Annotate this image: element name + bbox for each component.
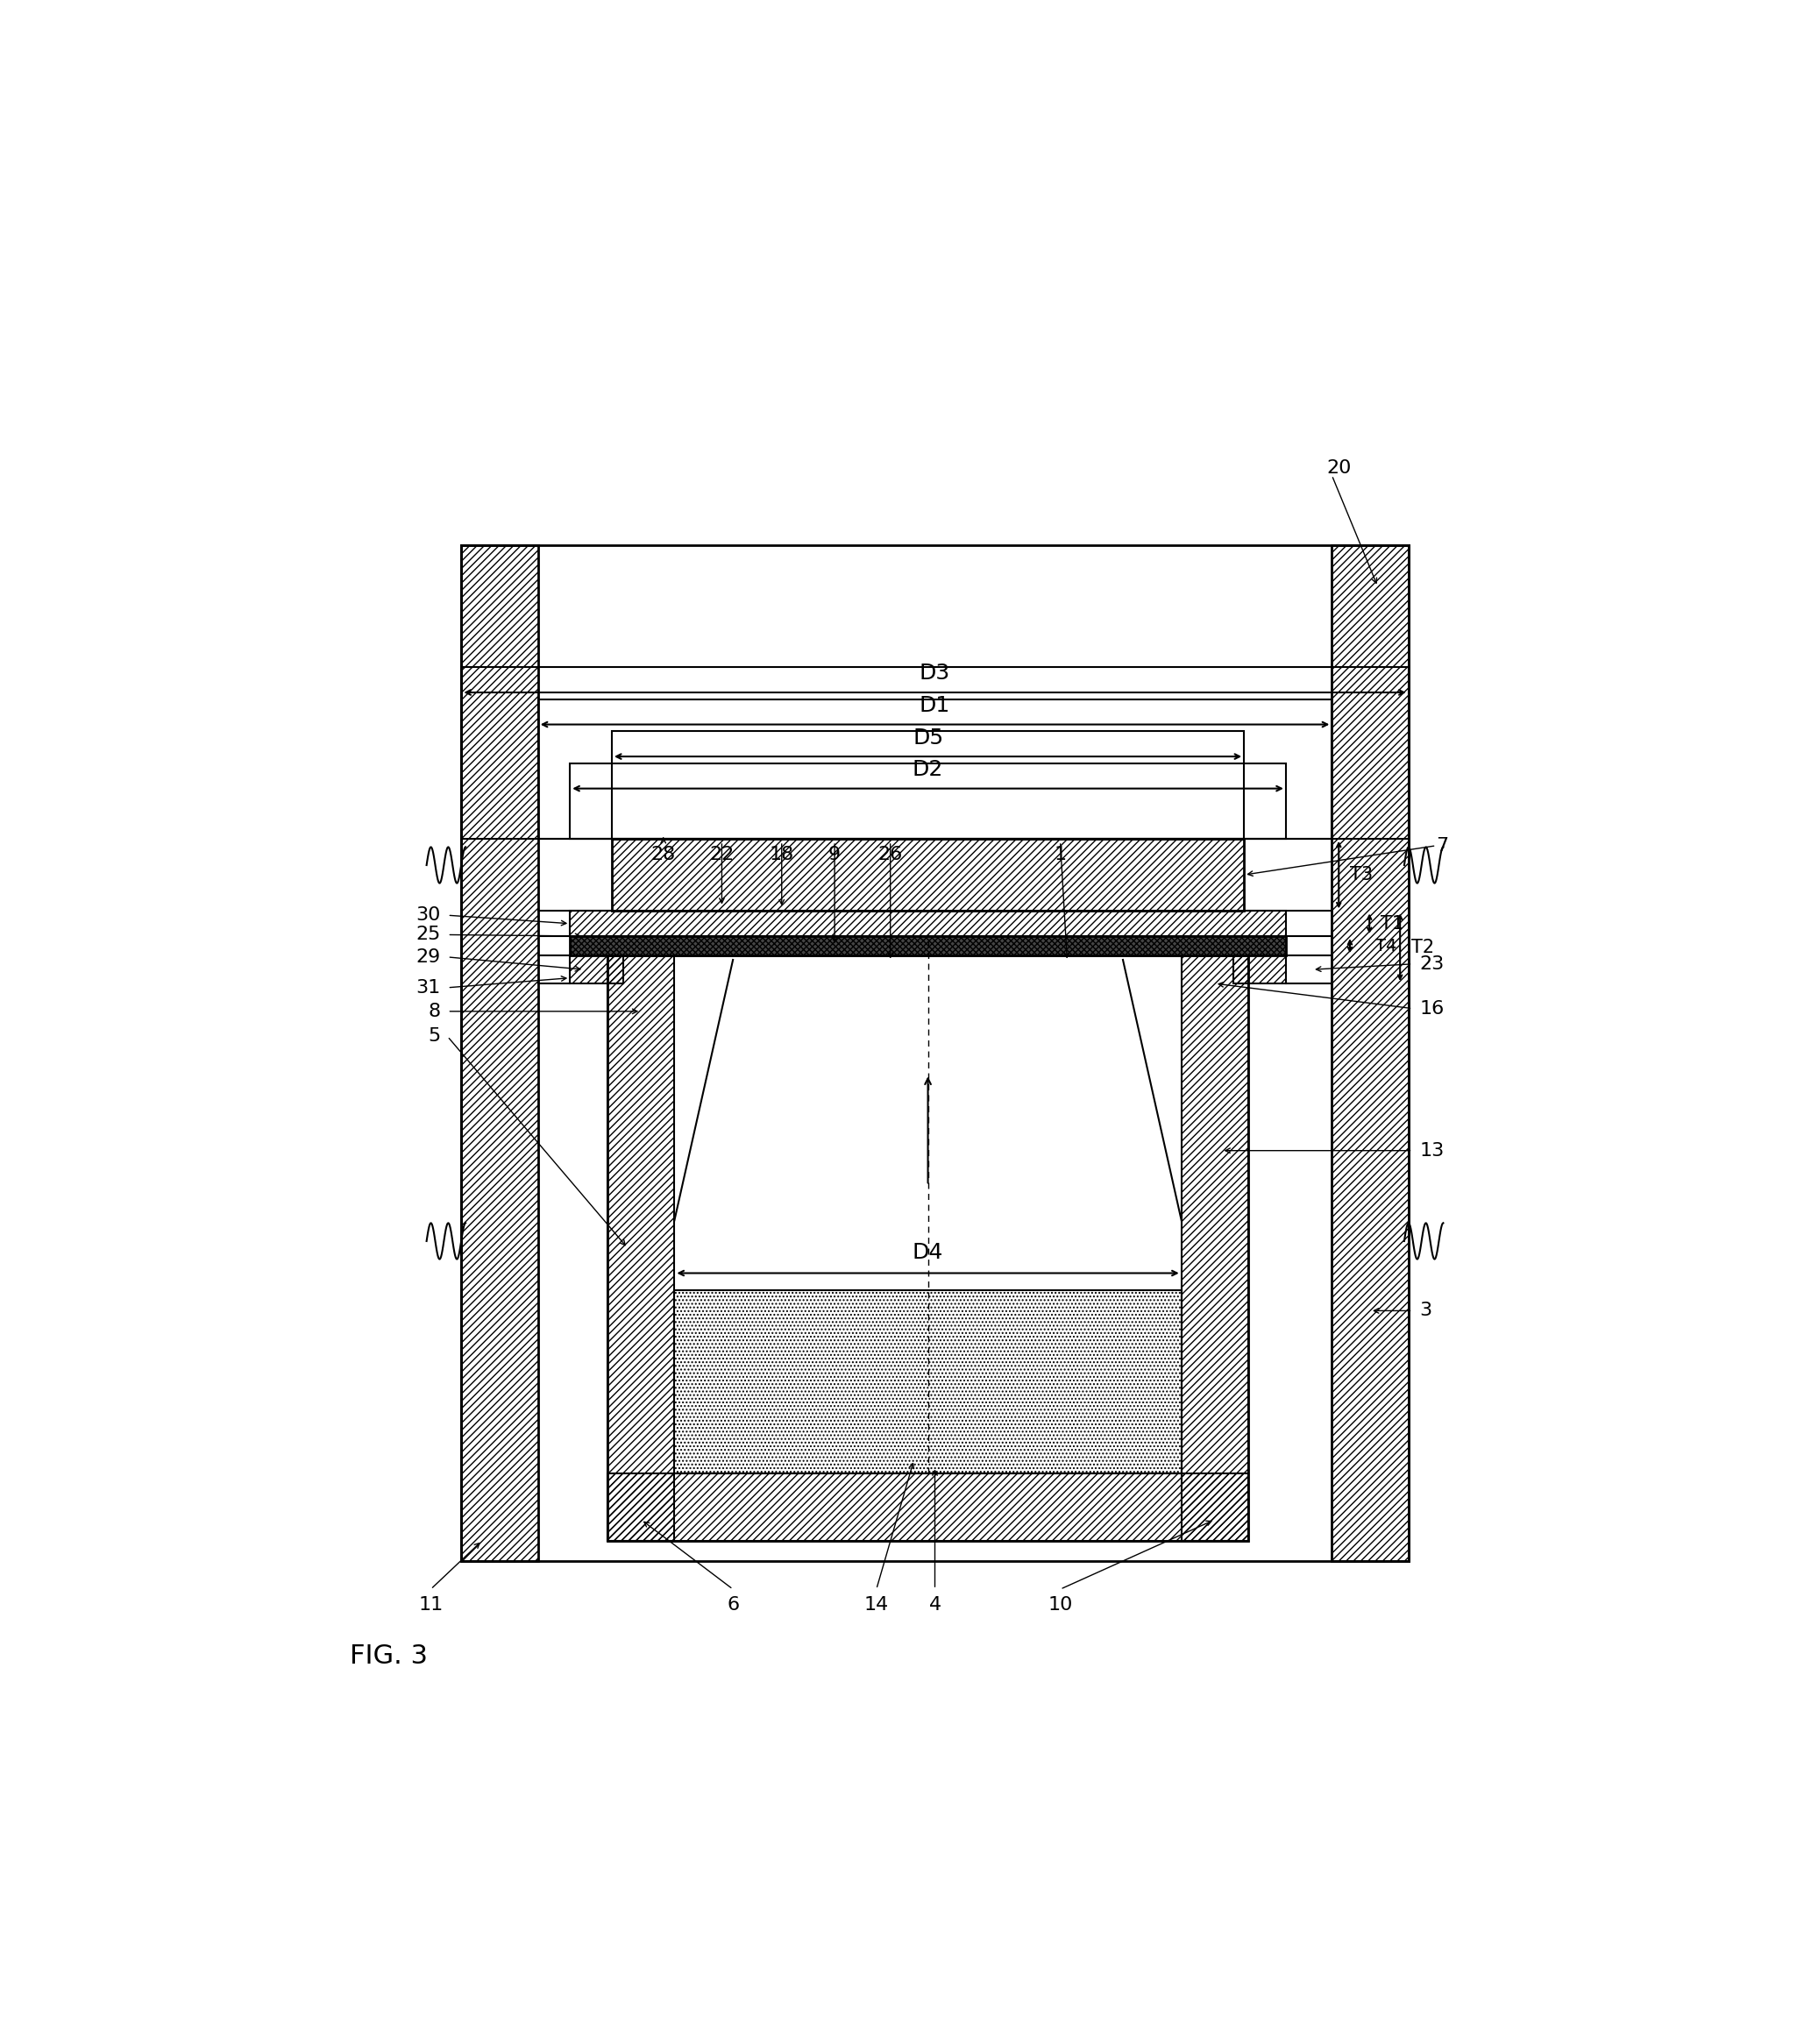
Text: 25: 25: [415, 926, 440, 944]
Text: D4: D4: [913, 1243, 943, 1263]
Text: 11: 11: [419, 1596, 444, 1613]
Text: 1: 1: [1055, 846, 1066, 863]
Bar: [607, 957, 1249, 1541]
Text: 13: 13: [1420, 1143, 1445, 1159]
Text: T4: T4: [1375, 938, 1396, 955]
Bar: [570, 957, 624, 983]
Text: 8: 8: [428, 1002, 440, 1020]
Text: D5: D5: [913, 728, 943, 748]
Text: 4: 4: [929, 1596, 942, 1613]
Text: 14: 14: [864, 1596, 890, 1613]
Text: 22: 22: [710, 846, 735, 863]
Bar: [570, 764, 1287, 838]
Text: 20: 20: [1326, 460, 1351, 476]
Text: 3: 3: [1420, 1302, 1432, 1320]
Text: 10: 10: [1048, 1596, 1073, 1613]
Text: 31: 31: [415, 979, 440, 995]
Text: 30: 30: [415, 905, 440, 924]
Text: D1: D1: [920, 695, 951, 715]
Text: T3: T3: [1350, 867, 1373, 883]
Bar: [462, 546, 1409, 1562]
Bar: [1332, 546, 1409, 1562]
Bar: [570, 936, 1287, 957]
Text: D2: D2: [913, 758, 943, 781]
Text: 26: 26: [879, 846, 902, 863]
Bar: [462, 546, 537, 1562]
Bar: [462, 668, 1409, 838]
Text: 23: 23: [1420, 955, 1445, 973]
Text: D3: D3: [920, 662, 951, 685]
Text: 28: 28: [651, 846, 676, 863]
Text: T2: T2: [1411, 938, 1434, 957]
Bar: [1233, 957, 1287, 983]
Text: T1: T1: [1380, 916, 1403, 932]
Bar: [611, 838, 1244, 912]
Text: 16: 16: [1420, 1000, 1445, 1018]
Text: 6: 6: [726, 1596, 739, 1613]
Bar: [674, 1290, 1181, 1474]
Text: FIG. 3: FIG. 3: [350, 1643, 428, 1668]
Text: 5: 5: [428, 1028, 440, 1044]
Text: 29: 29: [415, 948, 440, 965]
Bar: [607, 1474, 1249, 1541]
Text: 18: 18: [769, 846, 794, 863]
Bar: [537, 699, 1332, 838]
Bar: [607, 957, 674, 1541]
Text: 9: 9: [828, 846, 841, 863]
Text: 7: 7: [1436, 836, 1448, 854]
Bar: [570, 912, 1287, 936]
Bar: [611, 732, 1244, 838]
Bar: [1181, 957, 1249, 1541]
